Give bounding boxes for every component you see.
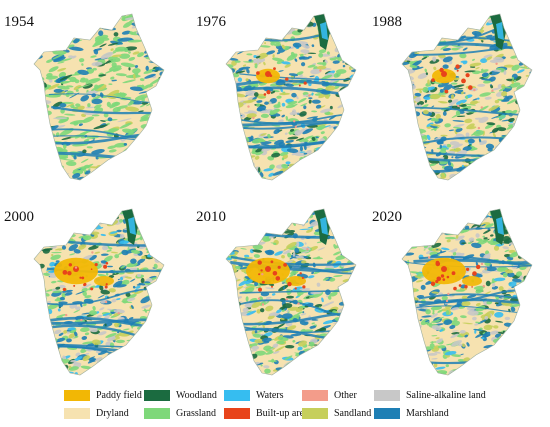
legend-item-saline-alkaline-land: Saline-alkaline land xyxy=(374,387,486,403)
legend-item-sandland: Sandland xyxy=(302,405,371,421)
legend-label: Built-up areas xyxy=(256,407,313,419)
legend-item-dryland: Dryland xyxy=(64,405,129,421)
legend-item-other: Other xyxy=(302,387,357,403)
legend-swatch xyxy=(144,407,170,419)
map-2010 xyxy=(225,208,357,376)
map-2000 xyxy=(33,208,165,376)
legend-label: Woodland xyxy=(176,389,217,401)
map-1954 xyxy=(33,13,165,181)
legend-label: Waters xyxy=(256,389,284,401)
legend-swatch xyxy=(144,389,170,401)
legend-item-waters: Waters xyxy=(224,387,284,403)
map-panel-2000: 2000 xyxy=(4,205,174,390)
legend-swatch xyxy=(374,407,400,419)
map-panel-2020: 2020 xyxy=(372,205,542,390)
legend-swatch xyxy=(302,407,328,419)
legend-swatch xyxy=(224,389,250,401)
legend-swatch xyxy=(374,389,400,401)
land-use-layer xyxy=(34,209,164,375)
legend-item-marshland: Marshland xyxy=(374,405,449,421)
legend-label: Sandland xyxy=(334,407,372,419)
map-panel-1976: 1976 xyxy=(196,10,366,195)
legend-label: Paddy field xyxy=(96,389,142,401)
map-panel-2010: 2010 xyxy=(196,205,366,390)
land-use-layer xyxy=(402,14,532,180)
legend-label: Dryland xyxy=(96,407,129,419)
legend-label: Marshland xyxy=(406,407,449,419)
map-1976 xyxy=(225,13,357,181)
year-label: 1954 xyxy=(4,14,34,30)
legend: Paddy field Woodland Waters Other Saline… xyxy=(64,387,494,423)
map-panel-1988: 1988 xyxy=(372,10,542,195)
year-label: 2020 xyxy=(372,209,402,225)
legend-swatch xyxy=(64,407,90,419)
map-2020 xyxy=(401,208,533,376)
year-label: 2010 xyxy=(196,209,226,225)
legend-swatch xyxy=(302,389,328,401)
land-use-layer xyxy=(34,14,164,180)
legend-item-woodland: Woodland xyxy=(144,387,217,403)
year-label: 1976 xyxy=(196,14,226,30)
map-1988 xyxy=(401,13,533,181)
legend-label: Saline-alkaline land xyxy=(406,389,486,401)
legend-swatch xyxy=(64,389,90,401)
legend-label: Grassland xyxy=(176,407,216,419)
year-label: 1988 xyxy=(372,14,402,30)
legend-item-paddy-field: Paddy field xyxy=(64,387,142,403)
legend-label: Other xyxy=(334,389,357,401)
year-label: 2000 xyxy=(4,209,34,225)
legend-item-grassland: Grassland xyxy=(144,405,216,421)
land-use-layer xyxy=(226,209,356,375)
legend-item-built-up-areas: Built-up areas xyxy=(224,405,312,421)
land-use-layer xyxy=(226,14,356,180)
legend-swatch xyxy=(224,407,250,419)
map-panel-1954: 1954 xyxy=(4,10,174,195)
